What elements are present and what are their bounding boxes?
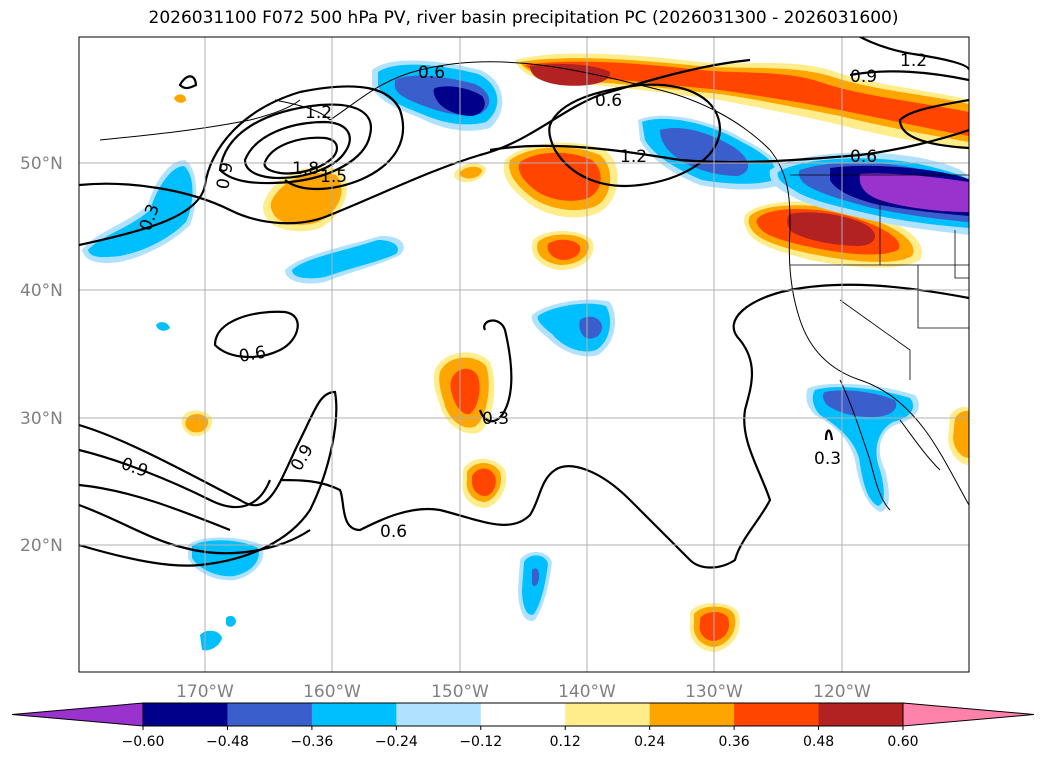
pv-contours bbox=[79, 37, 969, 569]
contour-label: 1.2 bbox=[620, 147, 647, 167]
lat-label: 30°N bbox=[20, 409, 63, 429]
lat-axis: 50°N 40°N 30°N 20°N bbox=[20, 154, 63, 556]
precip-fills bbox=[82, 53, 969, 652]
lon-label: 150°W bbox=[431, 682, 489, 702]
colorbar-frame bbox=[142, 702, 904, 727]
contour-label: 0.6 bbox=[380, 522, 407, 542]
borders bbox=[790, 174, 969, 380]
map-title: 2026031100 F072 500 hPa PV, river basin … bbox=[148, 8, 899, 28]
contour-label: 0.3 bbox=[482, 409, 509, 429]
colorbar-segment bbox=[143, 703, 228, 726]
colorbar: −0.60 −0.48 −0.36 −0.24 −0.12 0.12 0.24 0.36 0.4… bbox=[11, 702, 1035, 750]
colorbar-tick-label: −0.36 bbox=[290, 734, 333, 750]
lon-label: 170°W bbox=[176, 682, 234, 702]
lat-label: 50°N bbox=[20, 154, 63, 174]
contour-label: 1.2 bbox=[900, 51, 927, 71]
colorbar-tick-label: −0.48 bbox=[206, 734, 249, 750]
colorbar-extend-min bbox=[11, 702, 144, 727]
colorbar-segment bbox=[227, 703, 313, 726]
gridlines bbox=[79, 37, 969, 672]
colorbar-tick-label: 0.48 bbox=[803, 734, 834, 750]
contour-label: 1.2 bbox=[305, 103, 332, 123]
lon-label: 130°W bbox=[685, 682, 743, 702]
lat-label: 20°N bbox=[20, 536, 63, 556]
colorbar-segment bbox=[565, 703, 651, 726]
contour-label: 1.8 bbox=[292, 159, 319, 179]
colorbar-segment bbox=[734, 703, 820, 726]
contour-label: 0.3 bbox=[814, 449, 841, 469]
lon-axis: 170°W 160°W 150°W 140°W 130°W 120°W bbox=[176, 682, 871, 702]
colorbar-tick-label: 0.24 bbox=[634, 734, 665, 750]
contour-labels: 0.6 1.2 1.8 1.5 0.9 0.6 0.3 0.9 1.2 0.9 … bbox=[118, 51, 927, 542]
colorbar-tick-label: −0.24 bbox=[375, 734, 418, 750]
contour-label: 0.6 bbox=[418, 63, 445, 83]
colorbar-segment bbox=[480, 703, 566, 726]
contour-label: 0.6 bbox=[237, 343, 267, 367]
colorbar-tick-label: −0.60 bbox=[122, 734, 165, 750]
colorbar-segment bbox=[649, 703, 735, 726]
contour-label: 0.6 bbox=[595, 91, 622, 111]
colorbar-extend-max bbox=[902, 702, 1035, 727]
contour-label: 0.9 bbox=[213, 161, 237, 191]
lon-label: 160°W bbox=[303, 682, 361, 702]
lon-label: 140°W bbox=[558, 682, 616, 702]
plot-frame bbox=[78, 36, 970, 673]
colorbar-segment bbox=[818, 703, 904, 726]
contour-label: 1.5 bbox=[320, 167, 347, 187]
contour-label: 0.6 bbox=[850, 147, 877, 167]
colorbar-tick-label: 0.60 bbox=[887, 734, 918, 750]
lon-label: 120°W bbox=[813, 682, 871, 702]
contour-label: 0.9 bbox=[850, 67, 877, 87]
colorbar-tick-label: 0.36 bbox=[719, 734, 750, 750]
colorbar-tick-label: 0.12 bbox=[550, 734, 581, 750]
colorbar-segment bbox=[311, 703, 397, 726]
lat-label: 40°N bbox=[20, 281, 63, 301]
colorbar-tick-label: −0.12 bbox=[459, 734, 502, 750]
colorbar-segment bbox=[396, 703, 482, 726]
